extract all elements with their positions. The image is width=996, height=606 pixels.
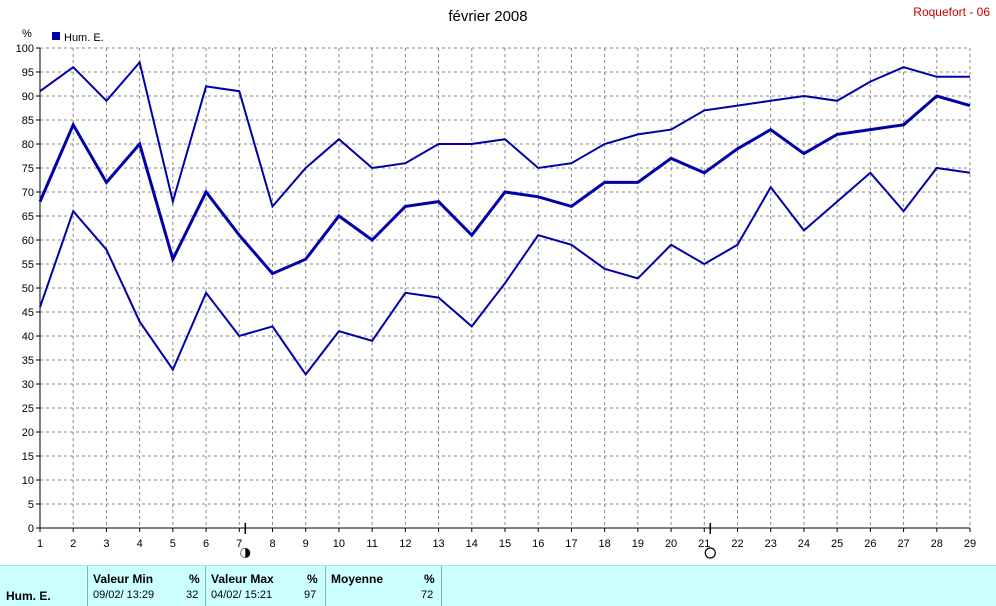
x-tick-label: 21 — [698, 538, 710, 550]
series-line-2 — [38, 94, 971, 276]
x-tick-label: 16 — [532, 538, 544, 550]
x-tick-label: 10 — [333, 538, 345, 550]
y-tick-label: 50 — [22, 283, 34, 295]
avg-unit: % — [424, 572, 435, 586]
x-tick-label: 6 — [203, 538, 209, 550]
y-tick-label: 20 — [22, 427, 34, 439]
x-tick-label: 9 — [303, 538, 309, 550]
moon-phase-markers — [240, 523, 716, 559]
chart-title: février 2008 — [448, 8, 527, 25]
y-tick-label: 85 — [22, 115, 34, 127]
x-tick-label: 20 — [665, 538, 677, 550]
footer-series-cell: Hum. E. — [0, 566, 88, 606]
max-date: 04/02/ 15:21 — [211, 589, 273, 601]
x-tick-label: 12 — [399, 538, 411, 550]
x-axis-ticks: 1 2 3 4 5 6 7 8 9 10 11 12 13 14 15 16 17 18 19 20 21 22 23 24 2… — [37, 528, 976, 550]
min-header: Valeur Min — [93, 572, 154, 586]
max-header: Valeur Max — [211, 572, 274, 586]
moon-light — [240, 548, 246, 558]
x-tick-label: 17 — [565, 538, 577, 550]
x-tick-label: 22 — [731, 538, 743, 550]
y-axis-ticks: 0 5 10 15 20 25 30 35 40 45 50 55 60 65 70 75 80 85 90 95 10… — [16, 43, 40, 535]
x-tick-label: 25 — [831, 538, 843, 550]
y-tick-label: 100 — [16, 43, 34, 55]
min-value: 32 — [186, 589, 199, 601]
x-tick-label: 1 — [37, 538, 43, 550]
x-tick-label: 11 — [366, 538, 377, 550]
max-value: 97 — [304, 589, 317, 601]
footer-series-label: Hum. E. — [6, 589, 51, 603]
y-tick-label: 10 — [22, 475, 34, 487]
x-tick-label: 3 — [103, 538, 109, 550]
min-date: 09/02/ 13:29 — [93, 589, 155, 601]
moon-disc — [704, 547, 716, 559]
series-line-3 — [39, 166, 971, 377]
y-tick-label: 60 — [22, 235, 34, 247]
x-tick-label: 29 — [964, 538, 976, 550]
x-tick-label: 27 — [897, 538, 909, 550]
footer-min-cell: Valeur Min % 09/02/ 13:29 32 — [88, 566, 206, 606]
avg-header: Moyenne — [331, 572, 384, 586]
new-moon-icon — [240, 548, 251, 558]
y-tick-label: 75 — [22, 163, 34, 175]
y-tick-label: 80 — [22, 139, 34, 151]
x-tick-label: 14 — [466, 538, 478, 550]
x-tick-label: 23 — [765, 538, 777, 550]
full-moon-icon — [704, 547, 716, 559]
footer-max-cell: Valeur Max % 04/02/ 15:21 97 — [206, 566, 326, 606]
x-tick-label: 28 — [931, 538, 943, 550]
y-tick-label: 70 — [22, 187, 34, 199]
max-unit: % — [307, 572, 318, 586]
y-tick-label: 45 — [22, 307, 34, 319]
x-tick-label: 4 — [137, 538, 143, 550]
series-line-1 — [39, 60, 970, 209]
y-tick-label: 0 — [28, 523, 34, 535]
x-tick-label: 26 — [864, 538, 876, 550]
legend-label: Hum. E. — [64, 32, 104, 44]
x-tick-label: 18 — [599, 538, 611, 550]
x-tick-label: 7 — [236, 538, 242, 550]
legend-swatch — [52, 32, 60, 40]
min-unit: % — [189, 572, 200, 586]
y-tick-label: 65 — [22, 211, 34, 223]
x-tick-label: 19 — [632, 538, 644, 550]
y-tick-label: 30 — [22, 379, 34, 391]
y-tick-label: 5 — [28, 499, 34, 511]
x-tick-label: 13 — [432, 538, 444, 550]
avg-value: 72 — [421, 589, 434, 601]
x-tick-label: 24 — [798, 538, 810, 550]
x-tick-label: 15 — [499, 538, 511, 550]
humidity-chart: février 2008 Roquefort - 06 % Hum. E. 0 5… — [16, 5, 990, 559]
station-name: Roquefort - 06 — [913, 5, 990, 19]
x-tick-label: 5 — [170, 538, 176, 550]
y-tick-label: 90 — [22, 91, 34, 103]
y-tick-label: 55 — [22, 259, 34, 271]
x-tick-label: 2 — [70, 538, 76, 550]
y-tick-label: 40 — [22, 331, 34, 343]
x-tick-label: 8 — [269, 538, 275, 550]
grid-lines — [39, 47, 971, 529]
y-tick-label: 95 — [22, 67, 34, 79]
y-tick-label: 25 — [22, 403, 34, 415]
y-tick-label: 15 — [22, 451, 34, 463]
y-axis-unit: % — [22, 28, 32, 40]
y-tick-label: 35 — [22, 355, 34, 367]
stats-footer: Hum. E. Valeur Min % 09/02/ 13:29 32 Val… — [0, 565, 996, 606]
series-lines — [38, 60, 971, 377]
footer-avg-cell: Moyenne % 72 — [326, 566, 442, 606]
